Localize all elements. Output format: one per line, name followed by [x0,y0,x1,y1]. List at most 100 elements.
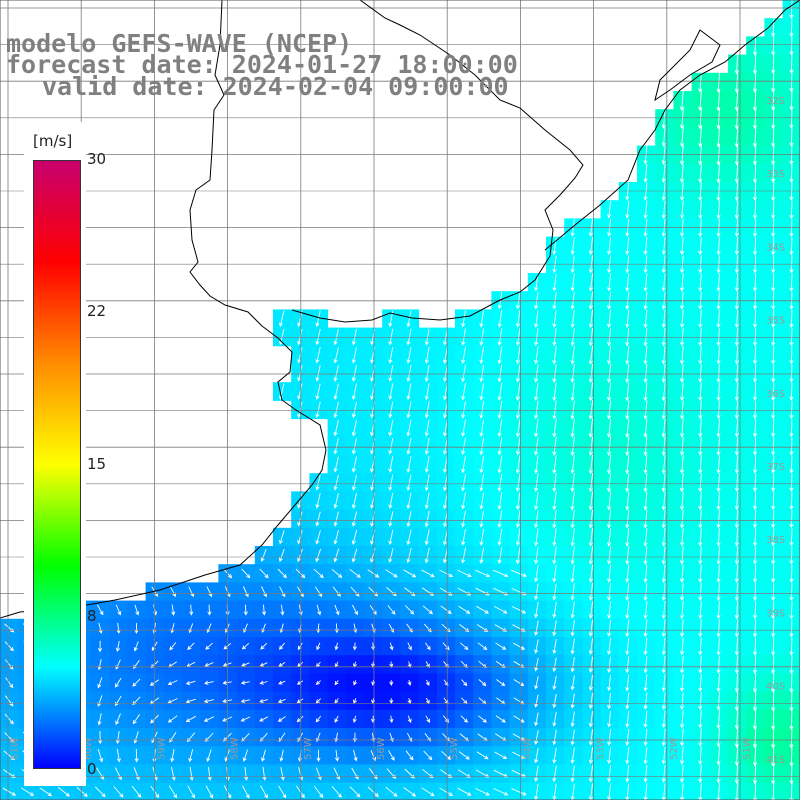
wind-arrow [297,530,303,545]
wind-arrow [425,661,430,669]
wind-arrow [425,679,430,686]
wind-arrow [367,569,380,578]
wind-arrow [3,769,16,778]
wind-arrow [495,642,507,650]
wind-arrow [661,237,666,256]
wind-arrow [588,619,593,637]
wind-arrow [98,622,103,634]
wind-arrow [457,569,472,578]
wind-arrow [752,346,758,365]
latitude-label: 33S [766,169,785,180]
wind-arrow [513,679,525,686]
wind-arrow [771,382,776,401]
wind-arrow [333,456,339,473]
wind-arrow [534,328,539,347]
wind-arrow [461,310,466,328]
wind-arrow [388,438,394,455]
wind-arrow [698,582,703,602]
wind-arrow [479,437,485,456]
wind-arrow [206,749,212,763]
wind-arrow [734,400,739,420]
wind-arrow [570,765,575,783]
wind-arrow [716,582,721,602]
wind-arrow [643,327,648,347]
wind-arrow [643,783,648,800]
wind-arrow [316,604,322,616]
wind-arrow [625,345,630,365]
wind-arrow [552,546,557,565]
wind-arrow [606,473,612,493]
wind-arrow [734,673,739,693]
wind-arrow [643,728,648,747]
wind-arrow [552,509,557,529]
wind-arrow [114,767,122,781]
wind-arrow [133,767,140,781]
wind-arrow [734,601,739,620]
wind-arrow [388,328,394,346]
wind-arrow [661,746,666,765]
wind-arrow [789,655,794,675]
latitude-label: 32S [766,96,785,107]
wind-arrow [752,708,757,730]
wind-arrow [752,782,758,800]
wind-arrow [643,436,648,457]
wind-arrow [388,548,394,563]
wind-arrow [607,674,612,692]
coastline-brazil [544,0,800,251]
wind-arrow [789,255,794,274]
wind-arrow [661,783,666,800]
wind-arrow [771,655,776,675]
wind-arrow [313,568,324,579]
wind-arrow [734,709,739,730]
wind-arrow [771,36,776,56]
wind-arrow [187,785,195,799]
wind-arrow [260,785,268,799]
wind-arrow [771,400,776,420]
wind-arrow [771,163,776,184]
wind-arrow [661,200,666,219]
wind-arrow [679,255,685,274]
wind-arrow [625,200,630,219]
wind-arrow [661,436,666,456]
wind-arrow [625,309,630,329]
wind-arrow [789,473,794,492]
wind-arrow [406,547,412,564]
wind-arrow [789,163,794,183]
wind-arrow [313,785,324,799]
wind-arrow [588,382,593,402]
wind-arrow [534,748,539,764]
wind-arrow [734,382,739,401]
wind-arrow [479,364,485,383]
wind-arrow [534,473,539,493]
wind-arrow [57,787,70,797]
wind-arrow [406,346,412,364]
wind-arrow [534,620,539,636]
wind-arrow [570,564,575,583]
longitude-label: 54W [522,737,533,760]
wind-arrow [261,749,266,762]
wind-arrow [643,710,648,728]
wind-arrow [240,680,250,685]
wind-arrow [333,438,339,455]
wind-arrow [734,437,739,456]
wind-arrow [4,713,14,725]
wind-arrow [241,568,251,579]
wind-arrow [406,529,412,546]
wind-arrow [351,474,357,491]
wind-arrow [698,126,703,148]
wind-arrow [771,491,776,511]
wind-arrow [3,750,16,761]
wind-arrow [661,309,666,329]
wind-cell [418,782,438,800]
wind-arrow [643,164,648,183]
wind-arrow [241,662,250,667]
wind-arrow [296,715,304,723]
wind-arrow [789,418,794,438]
wind-arrow [497,510,503,528]
wind-arrow [421,787,435,797]
wind-arrow [716,727,721,748]
wind-arrow [716,328,721,347]
wind-arrow [534,491,539,511]
wind-arrow [315,401,321,419]
wind-arrow [242,749,249,762]
